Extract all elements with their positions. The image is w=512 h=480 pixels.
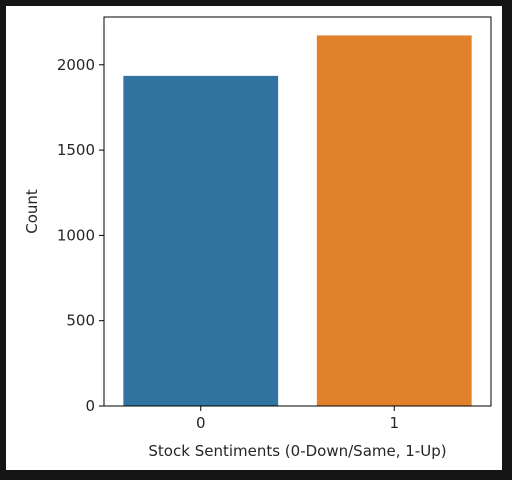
y-tick-label: 2000 [57, 56, 95, 74]
bar-1 [316, 35, 472, 406]
x-tick-label: 1 [389, 414, 399, 432]
x-axis-label: Stock Sentiments (0-Down/Same, 1-Up) [148, 442, 446, 460]
x-tick-label: 0 [196, 414, 206, 432]
plot-border [103, 16, 492, 407]
y-tick-label: 0 [85, 397, 95, 415]
y-tick-label: 500 [66, 312, 95, 330]
bar-0 [123, 75, 279, 406]
y-tick-label: 1000 [57, 226, 95, 244]
y-tick-label: 1500 [57, 141, 95, 159]
y-axis-label: Count [23, 189, 41, 234]
bars-group [123, 35, 472, 406]
y-axis: 0 500 1000 1500 2000 [57, 56, 104, 415]
